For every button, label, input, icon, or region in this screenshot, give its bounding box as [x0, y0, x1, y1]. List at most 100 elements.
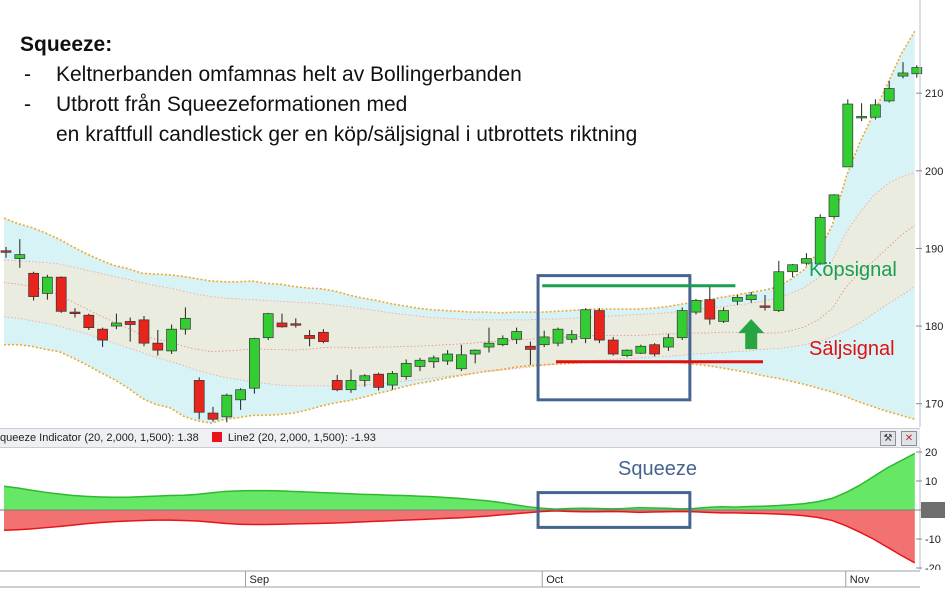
buy-arrow-icon: [738, 319, 765, 350]
candle-up: [345, 380, 357, 391]
indicator-legend-2: Line2 (20, 2,000, 1,500): -1.93: [227, 432, 376, 444]
candle-up: [911, 67, 923, 75]
candle-up: [359, 375, 371, 381]
x-axis: Sep Oct Nov: [0, 570, 945, 599]
candle-up: [801, 258, 812, 264]
keltner-lower-line: [3, 286, 916, 387]
candle-down: [138, 319, 150, 344]
candle-up: [883, 88, 895, 102]
candle-down: [0, 250, 12, 253]
candle-down: [124, 321, 136, 325]
candle-up: [428, 357, 440, 363]
price-tick-label: 180: [925, 321, 943, 333]
candle-up: [180, 317, 191, 330]
buy-signal-label: Köpsignal: [809, 259, 897, 281]
squeeze-label: Squeeze: [618, 458, 697, 480]
close-icon[interactable]: ✕: [901, 431, 917, 446]
candle-up: [497, 338, 509, 346]
bollinger-upper-line: [3, 30, 916, 314]
price-tick-label: 210: [925, 88, 943, 100]
candle-up: [387, 373, 398, 386]
squeeze-positive-area: [4, 453, 915, 510]
candle-down: [704, 299, 716, 320]
price-tick-label: 200: [925, 166, 943, 178]
candle-up: [842, 103, 854, 168]
candle-up: [718, 310, 729, 322]
candle-up: [870, 104, 881, 118]
annotation-text: Squeeze: - Keltnerbanden omfamnas helt a…: [20, 30, 637, 150]
indicator-tick-label: 10: [925, 476, 937, 488]
annotation-title: Squeeze:: [20, 33, 113, 56]
candle-up: [552, 328, 564, 344]
candle-up: [732, 296, 743, 302]
candle-down: [649, 344, 660, 355]
candle-up: [166, 328, 177, 352]
candle-up: [773, 271, 785, 311]
candle-down: [55, 276, 67, 312]
candle-up: [828, 194, 840, 217]
candle-up: [897, 72, 909, 77]
candle-up: [483, 342, 495, 348]
candle-up: [745, 294, 757, 301]
x-tick-label: Nov: [850, 574, 870, 586]
candle-up: [690, 300, 702, 313]
candle-up: [538, 336, 550, 346]
price-overlays: [536, 274, 765, 402]
squeeze-box-price: [536, 274, 692, 402]
candle-up: [676, 310, 688, 339]
annotation-bullet-2: - Utbrott från Squeezeformationen med: [20, 90, 637, 120]
candle-down: [318, 331, 329, 342]
indicator-tick-label: -10: [925, 534, 941, 546]
candle-up: [663, 337, 674, 348]
price-tick-label: 190: [925, 243, 943, 255]
line2-line: [3, 510, 916, 564]
bullet-2-line-2: en kraftfull candlestick ger en köp/sälj…: [56, 123, 638, 146]
zero-value-marker: [921, 502, 945, 518]
candle-down: [759, 305, 771, 308]
candle-up: [249, 338, 260, 389]
candle-up: [456, 354, 467, 370]
price-axis: 170 180 190 200 210: [916, 0, 943, 427]
candle-up: [42, 276, 53, 294]
candle-down: [290, 323, 302, 326]
candle-up: [511, 331, 522, 340]
candle-up: [262, 313, 274, 339]
candle-up: [566, 334, 578, 340]
candle-up: [14, 254, 26, 259]
candle-up: [414, 359, 426, 367]
candle-down: [607, 339, 619, 355]
bollinger-lower-line: [4, 343, 916, 424]
indicator-legend-bar: queeze Indicator (20, 2,000, 1,500): 1.3…: [0, 428, 920, 448]
candle-down: [304, 335, 315, 339]
candle-up: [221, 394, 233, 418]
candle-up: [621, 349, 633, 356]
bullet-dash: -: [24, 93, 31, 116]
line2-swatch: [211, 432, 222, 442]
sell-signal-label: Säljsignal: [809, 338, 895, 360]
x-tick-label: Oct: [546, 574, 563, 586]
candle-up: [635, 345, 647, 354]
candle-down: [97, 328, 108, 341]
indicator-tick-label: 20: [925, 447, 937, 459]
candle-down: [525, 345, 536, 350]
keltner-upper-line: [3, 171, 915, 321]
candle-up: [111, 322, 122, 327]
candle-up: [442, 353, 453, 362]
candle-up: [787, 264, 798, 273]
candle-up: [580, 309, 591, 339]
annotation-bullet-1: - Keltnerbanden omfamnas helt av Bolling…: [20, 60, 637, 90]
candle-down: [28, 272, 39, 297]
candle-down: [594, 310, 605, 341]
candle-up: [400, 362, 412, 377]
candle-down: [276, 322, 288, 328]
bullet-2-line-1: Utbrott från Squeezeformationen med: [56, 93, 408, 116]
candle-up: [469, 349, 481, 355]
candle-down: [69, 311, 81, 315]
candle-down: [373, 373, 384, 388]
indicator-areas: [0, 452, 920, 564]
candle-down: [83, 314, 95, 328]
candle-up: [814, 217, 826, 265]
bullet-dash: -: [24, 63, 31, 86]
wrench-icon[interactable]: ⚒: [880, 431, 896, 446]
